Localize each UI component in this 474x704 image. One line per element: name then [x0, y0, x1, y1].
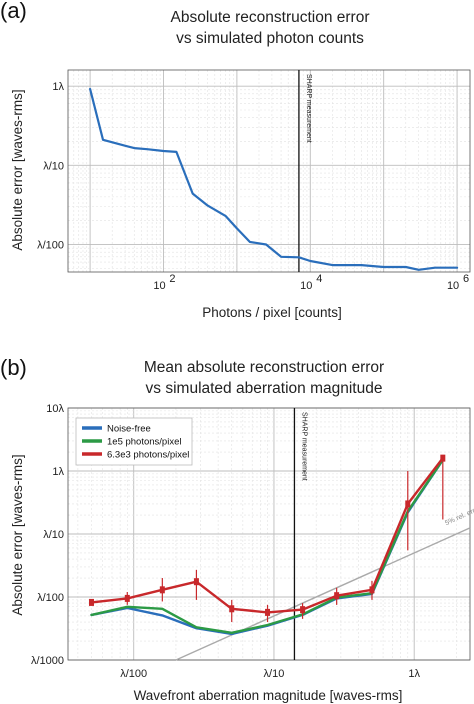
panel-a-ticks: 10 2 10 4 10 6 1λ λ/10 λ/100	[37, 81, 469, 292]
panel-b-ytick-label: λ/10	[43, 529, 64, 541]
panel-a-label: (a)	[0, 0, 27, 23]
panel-a-title-line1: Absolute reconstruction error	[170, 9, 369, 26]
panel-b-point-marker	[159, 586, 165, 594]
panel-b-sharp-label: SHARP measurement	[300, 412, 307, 481]
panel-b-point-marker	[405, 500, 411, 508]
panel-b-xlabel: Wavefront aberration magnitude [waves-rm…	[134, 688, 403, 703]
panel-a-title-line2: vs simulated photon counts	[176, 30, 364, 47]
panel-b-ytick-label: λ/100	[37, 592, 64, 604]
panel-a-series-line	[88, 87, 459, 271]
panel-b-point-marker	[369, 586, 375, 594]
panel-b-ylabel: Absolute error [waves-rms]	[10, 454, 25, 615]
panel-a-xtick-label: 10	[300, 280, 312, 292]
panel-b-xtick-label: λ/10	[264, 668, 285, 680]
panel-a-xtick-exponent: 4	[316, 273, 322, 285]
panel-b-legend-label: Noise-free	[107, 424, 151, 435]
panel-b-xtick-label: 1λ	[408, 668, 420, 680]
panel-b-reference-line	[175, 527, 471, 661]
panel-b-point-marker	[334, 592, 340, 600]
panel-b-legend-label: 6.3e3 photons/pixel	[107, 450, 189, 461]
panel-b-ytick-label: 10λ	[46, 403, 64, 415]
panel-b-point-marker	[300, 606, 306, 614]
panel-a-sharp-label: SHARP measurement	[305, 74, 312, 143]
panel-b-ytick-label: 1λ	[52, 466, 64, 478]
panel-a-plot-frame	[67, 69, 471, 273]
panel-a-grid	[67, 70, 470, 272]
panel-b-marks	[88, 454, 446, 636]
panel-a-xtick-label: 10	[447, 280, 459, 292]
panel-b-legend: Noise-free 1e5 photons/pixel 6.3e3 photons…	[75, 417, 193, 466]
panel-b-point-marker	[265, 608, 271, 616]
panel-b-series-line	[90, 458, 444, 634]
panel-b-title-line2: vs simulated aberration magnitude	[146, 380, 383, 397]
panel-b-title-line1: Mean absolute reconstruction error	[144, 359, 384, 376]
panel-a-ytick-label: λ/100	[37, 240, 64, 252]
panel-a-ytick-label: 1λ	[52, 81, 64, 93]
panel-b-point-marker	[88, 598, 94, 606]
panel-a-ylabel: Absolute error [waves-rms]	[10, 89, 25, 250]
panel-b-reference-label: 5% rel. err.	[444, 507, 474, 527]
panel-a-xtick-label: 10	[153, 280, 165, 292]
panel-a-xtick-exponent: 2	[169, 273, 175, 285]
panel-a-xtick-exponent: 6	[463, 273, 469, 285]
panel-b-plot-frame	[67, 407, 471, 661]
panel-a-marks	[88, 87, 459, 271]
panel-a-ytick-label: λ/10	[43, 160, 64, 172]
panel-b-xtick-label: λ/100	[120, 668, 147, 680]
panel-b-point-marker	[440, 454, 446, 462]
panel-b-ticks: λ/100 λ/10 1λ 10λ 1λ λ/10 λ/100 λ/1000	[31, 403, 421, 680]
panel-b-label: (b)	[0, 355, 27, 380]
panel-b-series-line	[90, 456, 444, 614]
panel-b: (b) Mean absolute reconstruction error v…	[0, 355, 474, 703]
panel-b-point-marker	[193, 578, 199, 586]
panel-b-ytick-label: λ/1000	[31, 655, 64, 667]
panel-b-legend-label: 1e5 photons/pixel	[107, 437, 181, 448]
panel-a: (a) Absolute reconstruction error vs sim…	[0, 0, 471, 320]
panel-a-xlabel: Photons / pixel [counts]	[202, 305, 342, 320]
panel-b-point-marker	[124, 594, 130, 602]
panel-b-point-marker	[229, 605, 235, 613]
